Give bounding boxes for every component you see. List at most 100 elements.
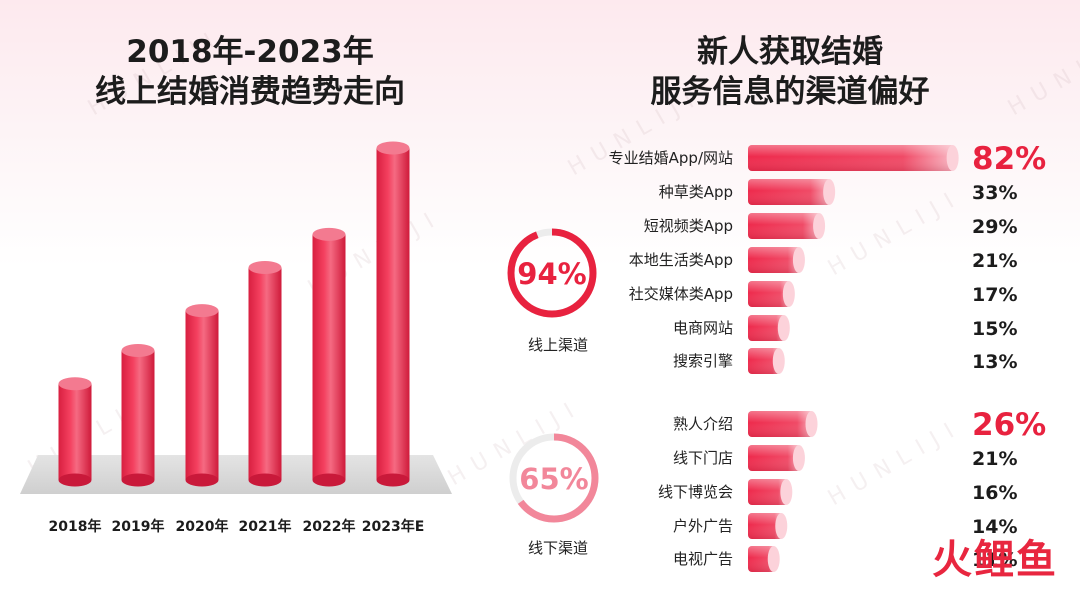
channel-category-label: 线下门店 [673,449,733,467]
channel-bar-shade [748,445,801,471]
trend-bar-body [185,310,219,480]
channel-bar-电视广告 [748,546,780,572]
trend-bar-base [312,473,346,487]
trend-bar-base [121,473,155,487]
left-chart-title: 2018年-2023年 线上结婚消费趋势走向 [40,32,460,112]
channel-bar-shade [748,513,784,539]
trend-bar-base [185,473,219,487]
channel-category-label: 线下博览会 [658,483,733,501]
channel-bar-搜索引擎 [748,348,785,374]
channel-bar-shade [748,145,955,171]
trend-bar-top [58,377,92,391]
trend-bar-body [58,383,92,480]
channel-bar-线下博览会 [748,479,793,505]
channel-value-label: 15% [972,318,1017,340]
right-title-line2: 服务信息的渠道偏好 [650,74,930,110]
channel-value-label: 17% [972,284,1017,306]
channel-bar-shade [748,315,786,341]
ring-progress-线下渠道 [509,433,599,523]
channel-bar-cap [777,315,790,341]
channel-category-label: 电视广告 [673,550,733,568]
channel-value-label: 16% [972,482,1017,504]
channel-category-label: 专业结婚App/网站 [609,149,733,167]
channel-value-label: 13% [972,351,1017,373]
ring-total-label: 65% [519,462,588,496]
channel-bar-shade [748,213,822,239]
channel-bar-本地生活类App [748,247,805,273]
trend-bar-top [248,261,282,275]
channel-value-label: 21% [972,250,1017,272]
trend-bar-2022年 [312,227,346,487]
trend-x-tick-label: 2018年 [49,518,102,535]
trend-bar-top [376,141,410,155]
trend-bar-top [185,304,219,318]
channel-value-label: 29% [972,216,1017,238]
channel-bar-cap [946,145,959,171]
channel-bar-cap [805,411,818,437]
channel-value-label: 21% [972,448,1017,470]
channel-category-label: 电商网站 [673,319,733,337]
channel-value-label: 33% [972,182,1017,204]
channel-category-label: 短视频类App [644,217,733,235]
trend-bar-2018年 [58,377,92,487]
channel-value-label: 82% [972,141,1046,177]
channel-bar-cap [780,479,793,505]
trend-x-tick-label: 2021年 [239,518,292,535]
channel-bar-cap [782,281,795,307]
trend-bar-2023年E [376,141,410,487]
ring-total-label: 94% [517,257,586,291]
trend-bar-body [312,234,346,480]
channel-bar-线下门店 [748,445,805,471]
channel-value-label: 26% [972,407,1046,443]
left-title-line1: 2018年-2023年 [126,34,374,70]
channel-bar-cap [792,247,805,273]
trend-x-tick-label: 2020年 [176,518,229,535]
ring-progress-线上渠道 [507,228,597,318]
trend-bar-body [121,350,155,480]
channel-bar-户外广告 [748,513,788,539]
channel-bar-shade [748,281,791,307]
channel-bar-短视频类App [748,213,826,239]
channel-category-label: 种草类App [659,183,733,201]
channel-value-label: 11% [972,549,1017,571]
trend-x-tick-label: 2019年 [112,518,165,535]
trend-bar-2020年 [185,304,219,487]
channel-bar-cap [767,546,780,572]
trend-bar-top [121,344,155,358]
trend-bar-body [376,148,410,480]
channel-bar-shade [748,179,832,205]
right-chart-title: 新人获取结婚 服务信息的渠道偏好 [590,32,990,112]
channel-bar-shade [748,411,814,437]
trend-bar-base [376,473,410,487]
channel-category-label: 本地生活类App [629,251,733,269]
channel-category-label: 户外广告 [673,517,733,535]
channel-bar-种草类App [748,179,836,205]
channel-bar-社交媒体类App [748,281,795,307]
brand-logo: 火鲤鱼 [932,537,1058,583]
channel-bar-cap [823,179,836,205]
trend-bar-top [312,227,346,241]
trend-bar-base [248,473,282,487]
channel-bar-shade [748,348,781,374]
channel-bar-电商网站 [748,315,790,341]
channel-group-label: 线下渠道 [528,539,588,557]
trend-bar-body [248,267,282,480]
channel-bar-熟人介绍 [748,411,818,437]
channel-category-label: 社交媒体类App [629,285,733,303]
left-title-line2: 线上结婚消费趋势走向 [95,74,405,110]
channel-bar-shade [748,247,801,273]
channel-bar-cap [813,213,826,239]
channel-bar-专业结婚App/网站 [748,145,959,171]
channel-group-label: 线上渠道 [528,336,588,354]
channel-category-label: 熟人介绍 [673,415,733,433]
channel-bar-cap [775,513,788,539]
right-title-line1: 新人获取结婚 [697,34,883,70]
channel-category-label: 搜索引擎 [673,352,733,370]
channel-bar-shade [748,479,789,505]
channel-bar-cap [772,348,785,374]
channel-bar-cap [792,445,805,471]
channel-value-label: 14% [972,516,1017,538]
trend-x-tick-label: 2023年E [362,518,425,535]
